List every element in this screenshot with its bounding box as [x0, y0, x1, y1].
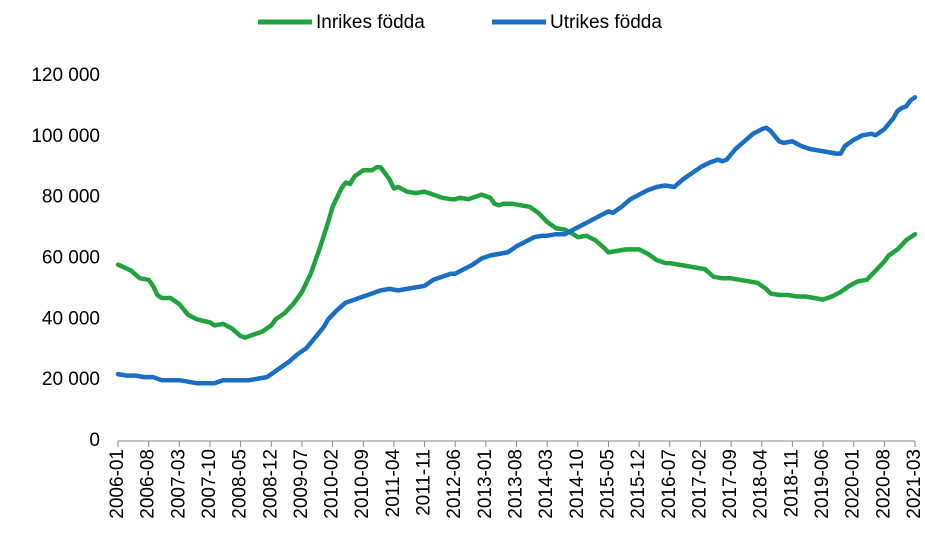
series-line — [115, 165, 918, 340]
x-tick-label: 2015-05 — [597, 449, 618, 519]
y-tick-label: 120 000 — [31, 65, 100, 86]
x-tick-label: 2006-01 — [107, 449, 128, 519]
x-tick-label: 2021-03 — [904, 449, 925, 519]
x-tick-label: 2014-10 — [567, 449, 588, 519]
y-tick-label: 40 000 — [42, 308, 100, 329]
legend-label: Inrikes födda — [316, 12, 425, 33]
x-tick-label: 2013-01 — [475, 449, 496, 519]
y-tick-label: 60 000 — [42, 248, 100, 269]
x-tick-label: 2017-02 — [689, 449, 710, 519]
y-tick-label: 100 000 — [31, 126, 100, 147]
x-tick-label: 2018-11 — [781, 449, 802, 517]
x-tick-label: 2018-04 — [751, 449, 772, 519]
x-tick-label: 2010-09 — [352, 449, 373, 519]
x-tick-label: 2009-07 — [291, 449, 312, 519]
x-tick-label: 2013-08 — [506, 449, 527, 519]
x-tick-label: 2016-07 — [659, 449, 680, 519]
x-tick-label: 2007-10 — [199, 449, 220, 519]
x-tick-label: 2011-11 — [414, 449, 435, 516]
x-tick-label: 2015-12 — [628, 449, 649, 519]
x-tick-label: 2008-12 — [260, 449, 281, 519]
x-tick-label: 2011-04 — [383, 449, 404, 518]
x-tick-label: 2014-03 — [536, 449, 557, 519]
x-tick-label: 2007-03 — [168, 449, 189, 519]
x-tick-label: 2010-02 — [322, 449, 343, 519]
y-tick-label: 0 — [89, 430, 100, 451]
x-tick-label: 2017-09 — [720, 449, 741, 519]
legend-label: Utrikes födda — [550, 12, 662, 33]
y-tick-label: 20 000 — [42, 369, 100, 390]
x-tick-label: 2008-05 — [230, 449, 251, 519]
x-tick-label: 2019-06 — [812, 449, 833, 519]
x-tick-label: 2020-08 — [873, 449, 894, 519]
x-tick-label: 2012-06 — [444, 449, 465, 519]
y-tick-label: 80 000 — [42, 187, 100, 208]
series-line — [115, 95, 918, 386]
x-tick-label: 2020-01 — [843, 449, 864, 519]
x-tick-label: 2006-08 — [138, 449, 159, 519]
